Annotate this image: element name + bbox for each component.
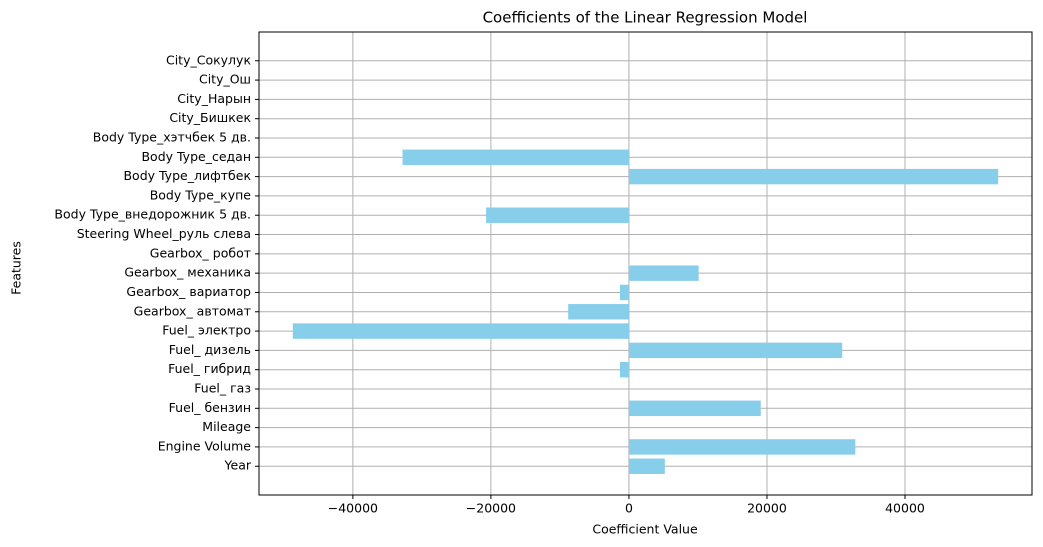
- plot-frame: [258, 31, 1033, 496]
- y-tick-label: Fuel_ электро: [162, 323, 251, 338]
- x-tick-label: 40000: [885, 501, 925, 516]
- bar: [628, 458, 665, 474]
- y-tick-label: City_Сокулук: [166, 52, 251, 67]
- y-tick-label: Body Type_лифтбек: [123, 168, 251, 183]
- bar: [568, 304, 629, 320]
- bar: [628, 439, 856, 455]
- y-tick-label: Fuel_ бензин: [169, 400, 251, 415]
- bar: [619, 284, 629, 301]
- y-tick-label: Body Type_купе: [150, 187, 252, 202]
- y-tick-label: City_Ош: [199, 72, 251, 87]
- y-tick-label: Engine Volume: [158, 438, 252, 453]
- bar: [628, 342, 843, 359]
- y-tick-label: Body Type_хэтчбек 5 дв.: [93, 129, 251, 144]
- y-tick-label: Fuel_ газ: [194, 381, 251, 396]
- y-tick-label: Gearbox_ автомат: [134, 303, 251, 318]
- bar: [628, 265, 699, 281]
- y-axis-label: Features: [9, 241, 24, 295]
- x-axis-label: Coefficient Value: [592, 522, 698, 537]
- bar: [619, 361, 629, 378]
- y-tick-label: Fuel_ гибрид: [168, 361, 251, 376]
- y-tick-label: Gearbox_ вариатор: [126, 284, 251, 299]
- bar: [486, 207, 629, 223]
- bar: [402, 149, 629, 166]
- bar: [292, 323, 629, 339]
- y-tick-label: Steering Wheel_руль слева: [77, 226, 251, 241]
- y-tick-label: Year: [224, 458, 252, 473]
- y-tick-label: Mileage: [202, 419, 251, 434]
- chart-title: Coefficients of the Linear Regression Mo…: [483, 9, 808, 27]
- x-tick-label: −40000: [328, 501, 378, 516]
- x-tick-label: −20000: [466, 501, 516, 516]
- bar: [628, 400, 761, 417]
- y-tick-label: Body Type_седан: [141, 149, 251, 164]
- y-tick-label: City_Бишкек: [169, 110, 251, 125]
- y-tick-label: City_Нарын: [177, 91, 251, 106]
- y-tick-label: Gearbox_ механика: [124, 265, 251, 280]
- y-tick-label: Fuel_ дизель: [169, 342, 251, 357]
- x-tick-label: 20000: [747, 501, 787, 516]
- y-tick-label: Gearbox_ робот: [150, 245, 251, 260]
- y-tick-label: Body Type_внедорожник 5 дв.: [54, 207, 251, 222]
- x-tick-label: 0: [625, 501, 633, 516]
- bar: [628, 168, 999, 185]
